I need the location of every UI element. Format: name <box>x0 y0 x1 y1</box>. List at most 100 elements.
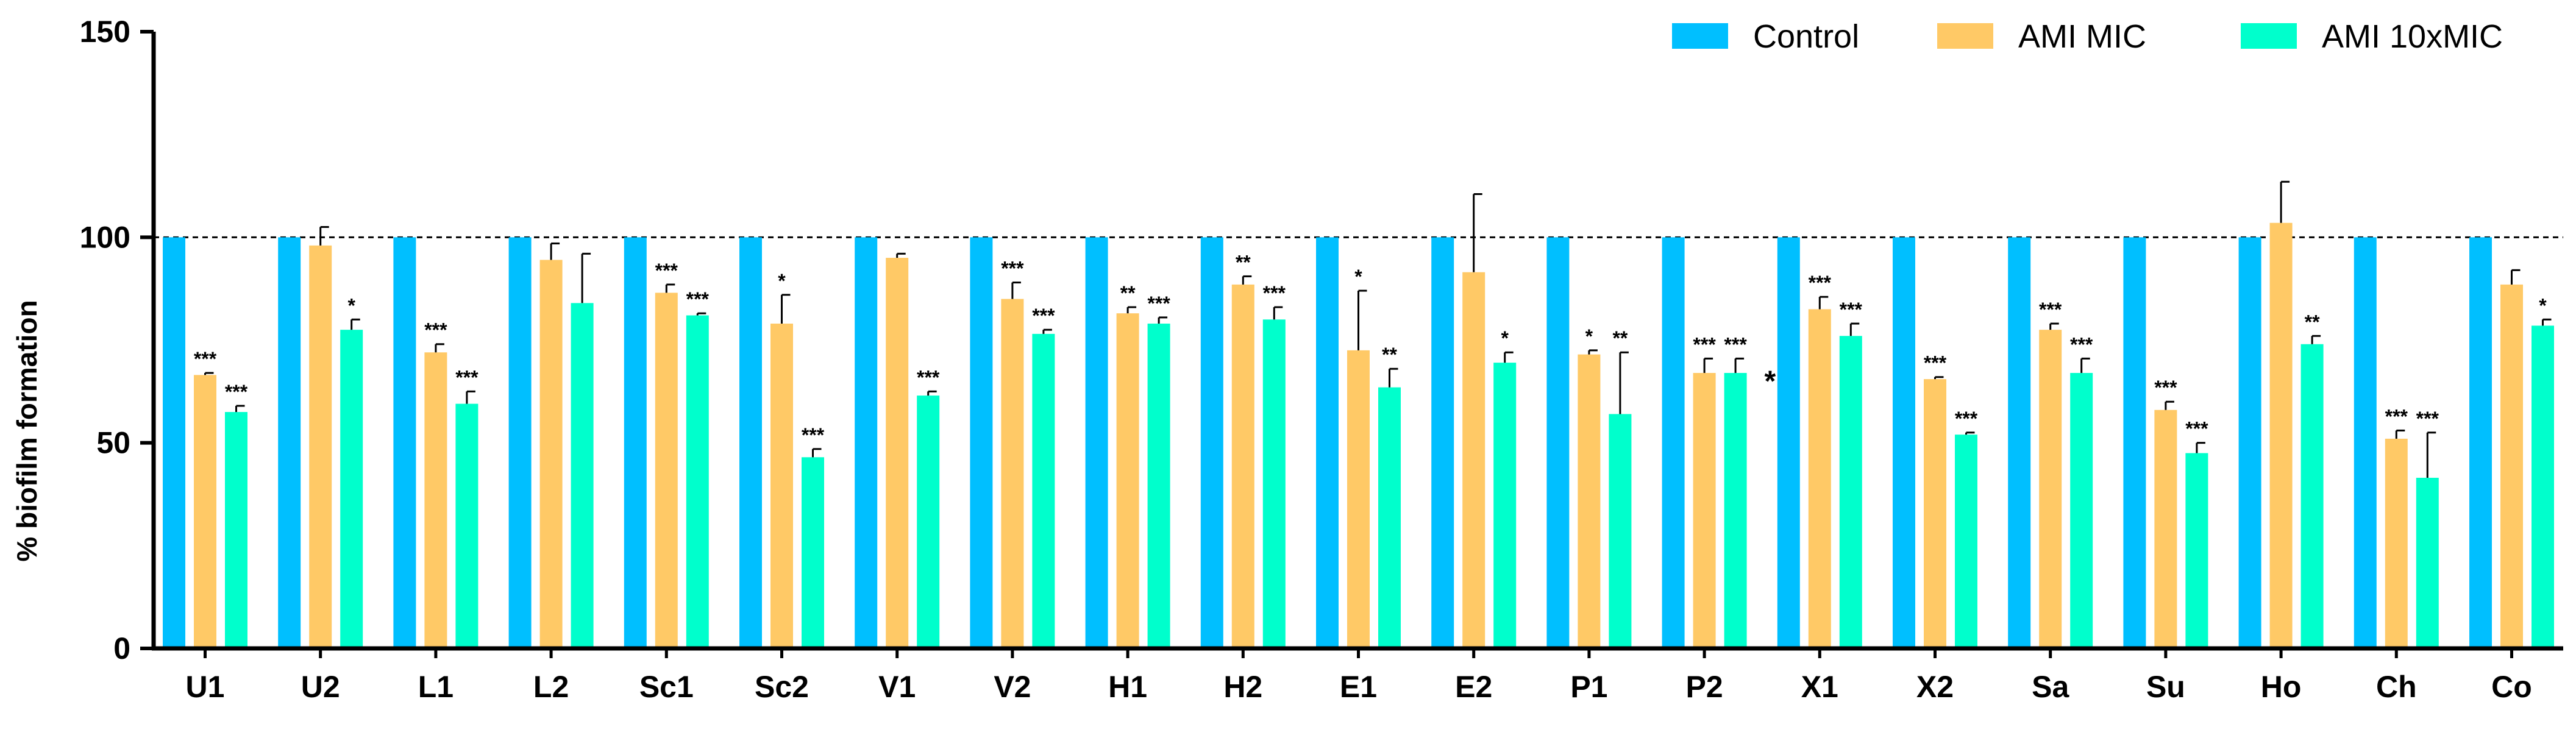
significance-label: ** <box>1382 344 1397 366</box>
bar-sc1-control <box>624 237 647 648</box>
significance-label: *** <box>2154 377 2177 399</box>
bar-ch-control <box>2354 237 2377 648</box>
x-tick-label: X1 <box>1801 670 1838 704</box>
annotation: * <box>1764 365 1776 397</box>
bar-h1-control <box>1085 237 1108 648</box>
y-tick-label: 50 <box>96 426 130 460</box>
significance-label: *** <box>455 366 479 388</box>
bar-ch-ami-mic <box>2385 438 2408 648</box>
bar-v2-ami-mic <box>1001 299 1024 648</box>
bar-l1-control <box>393 237 416 648</box>
bar-u2-ami-10xmic <box>340 330 363 648</box>
bar-ho-ami-mic <box>2269 222 2293 649</box>
bar-e1-ami-mic <box>1347 350 1370 648</box>
x-tick-label: P2 <box>1686 670 1723 704</box>
significance-label: * <box>347 294 355 316</box>
legend-label-control: Control <box>1753 18 1859 55</box>
bar-ch-ami-10xmic <box>2416 478 2439 648</box>
x-tick-label: P1 <box>1570 670 1607 704</box>
significance-label: * <box>2539 294 2547 316</box>
y-axis-label: % biofilm formation <box>11 300 43 561</box>
bar-p1-ami-mic <box>1578 354 1601 648</box>
significance-label: *** <box>424 319 447 341</box>
x-tick-label: E2 <box>1455 670 1492 704</box>
x-tick-label: X2 <box>1916 670 1954 704</box>
bar-ho-ami-10xmic <box>2300 344 2324 648</box>
significance-label: ** <box>1612 327 1628 349</box>
significance-label: *** <box>225 381 248 403</box>
significance-label: * <box>1585 325 1593 347</box>
significance-label: *** <box>655 260 678 282</box>
significance-label: *** <box>1263 282 1286 304</box>
x-tick-label: Sc1 <box>639 670 694 704</box>
axes-layer: U1 U2 L1 L2 Sc1 Sc2 V1 V2 H1 H2 E1 E2 P1 P2 X1 X2 Sa Su Ho… <box>80 15 2563 704</box>
bar-x2-ami-10xmic <box>1955 435 1977 648</box>
significance-labels-layer: ********************************** ******… <box>194 251 2547 445</box>
significance-label: ** <box>2305 311 2320 333</box>
bar-l2-ami-10xmic <box>571 303 594 648</box>
bar-x2-control <box>1893 237 1915 648</box>
bar-v1-control <box>855 237 878 648</box>
x-tick-label: Su <box>2146 670 2185 704</box>
x-tick-label: Ho <box>2261 670 2302 704</box>
bar-su-control <box>2123 237 2146 648</box>
bar-u1-ami-10xmic <box>225 412 247 648</box>
bar-e2-ami-mic <box>1462 272 1485 648</box>
y-tick-label: 0 <box>113 631 130 665</box>
bar-p2-control <box>1662 237 1685 648</box>
bar-sa-control <box>2008 237 2031 648</box>
legend-label-ami-10xmic: AMI 10xMIC <box>2322 18 2503 55</box>
bar-h2-control <box>1200 237 1223 648</box>
significance-label: * <box>1501 327 1509 349</box>
bar-v2-control <box>970 237 993 648</box>
legend-swatch-ami-mic <box>1937 23 1993 49</box>
bar-h1-ami-mic <box>1116 313 1139 648</box>
significance-label: *** <box>2039 299 2062 321</box>
x-tick-label: V1 <box>878 670 916 704</box>
significance-label: *** <box>2185 418 2208 440</box>
significance-label: *** <box>1840 299 1863 321</box>
bar-co-ami-mic <box>2500 284 2523 648</box>
significance-label: *** <box>1693 333 1716 355</box>
legend: Control AMI MIC AMI 10xMIC <box>1672 18 2503 55</box>
bar-co-ami-10xmic <box>2532 325 2554 648</box>
bar-v1-ami-10xmic <box>917 396 940 648</box>
bar-p1-control <box>1546 237 1570 648</box>
bar-h2-ami-mic <box>1231 284 1254 648</box>
bars-layer <box>163 222 2554 649</box>
bar-e2-control <box>1431 237 1454 648</box>
error-bars-layer <box>204 180 2552 478</box>
bar-l2-ami-mic <box>539 260 563 648</box>
significance-label: *** <box>1147 293 1170 314</box>
bar-e1-control <box>1316 237 1339 648</box>
bar-sa-ami-mic <box>2039 330 2062 648</box>
x-tick-label: L2 <box>533 670 569 704</box>
x-tick-label: U2 <box>301 670 340 704</box>
bar-p1-ami-10xmic <box>1609 414 1632 648</box>
legend-swatch-ami-10xmic <box>2241 23 2297 49</box>
x-tick-label: H1 <box>1108 670 1147 704</box>
bar-sa-ami-10xmic <box>2070 372 2093 648</box>
bar-x1-ami-mic <box>1808 309 1831 648</box>
bar-sc1-ami-10xmic <box>686 315 709 648</box>
significance-label: *** <box>194 348 217 370</box>
bar-x1-control <box>1777 237 1800 648</box>
bar-v2-ami-10xmic <box>1032 333 1055 648</box>
bar-e1-ami-10xmic <box>1378 387 1401 648</box>
significance-label: *** <box>686 288 710 310</box>
x-tick-label: Ch <box>2376 670 2417 704</box>
bar-sc2-ami-mic <box>770 324 793 648</box>
bar-u2-ami-mic <box>309 245 332 648</box>
significance-label: *** <box>1955 408 1978 430</box>
x-tick-label: Co <box>2491 670 2532 704</box>
bar-u2-control <box>278 237 301 648</box>
significance-label: *** <box>1032 305 1055 327</box>
x-tick-label: E1 <box>1340 670 1377 704</box>
bar-p2-ami-mic <box>1693 372 1716 648</box>
significance-label: *** <box>802 424 825 446</box>
bar-h2-ami-10xmic <box>1262 319 1286 648</box>
bar-l1-ami-mic <box>424 352 447 648</box>
y-tick-label: 150 <box>80 15 130 49</box>
x-tick-label: Sa <box>2032 670 2069 704</box>
